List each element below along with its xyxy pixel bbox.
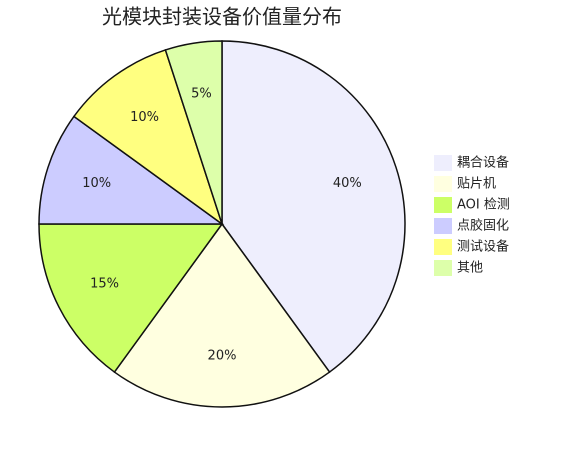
chart-title: 光模块封装设备价值量分布 bbox=[102, 5, 342, 29]
pie-slice bbox=[38, 115, 225, 225]
slice-label: 40% bbox=[333, 176, 362, 191]
slice-label: 15% bbox=[90, 276, 119, 291]
pie-slice bbox=[113, 222, 331, 408]
legend-label: 测试设备 bbox=[457, 239, 509, 255]
legend-swatch bbox=[434, 155, 452, 171]
legend-label: AOI 检测 bbox=[457, 198, 510, 213]
legend-swatch bbox=[434, 218, 452, 234]
slice-label: 10% bbox=[82, 176, 111, 191]
slice-label: 20% bbox=[208, 348, 237, 363]
legend-label: 贴片机 bbox=[457, 177, 496, 192]
pie-slice bbox=[72, 49, 224, 226]
legend-swatch bbox=[434, 239, 452, 255]
slice-label: 5% bbox=[191, 86, 212, 101]
legend-label: 其他 bbox=[457, 261, 483, 276]
legend-label: 耦合设备 bbox=[457, 155, 509, 171]
legend-label: 点胶固化 bbox=[457, 218, 509, 234]
legend-swatch bbox=[434, 197, 452, 213]
pie-slice bbox=[221, 40, 406, 374]
legend-swatch bbox=[434, 260, 452, 276]
pie-slice bbox=[38, 223, 224, 374]
pie-slice bbox=[164, 40, 223, 225]
slice-label: 10% bbox=[130, 110, 159, 125]
legend-swatch bbox=[434, 176, 452, 192]
